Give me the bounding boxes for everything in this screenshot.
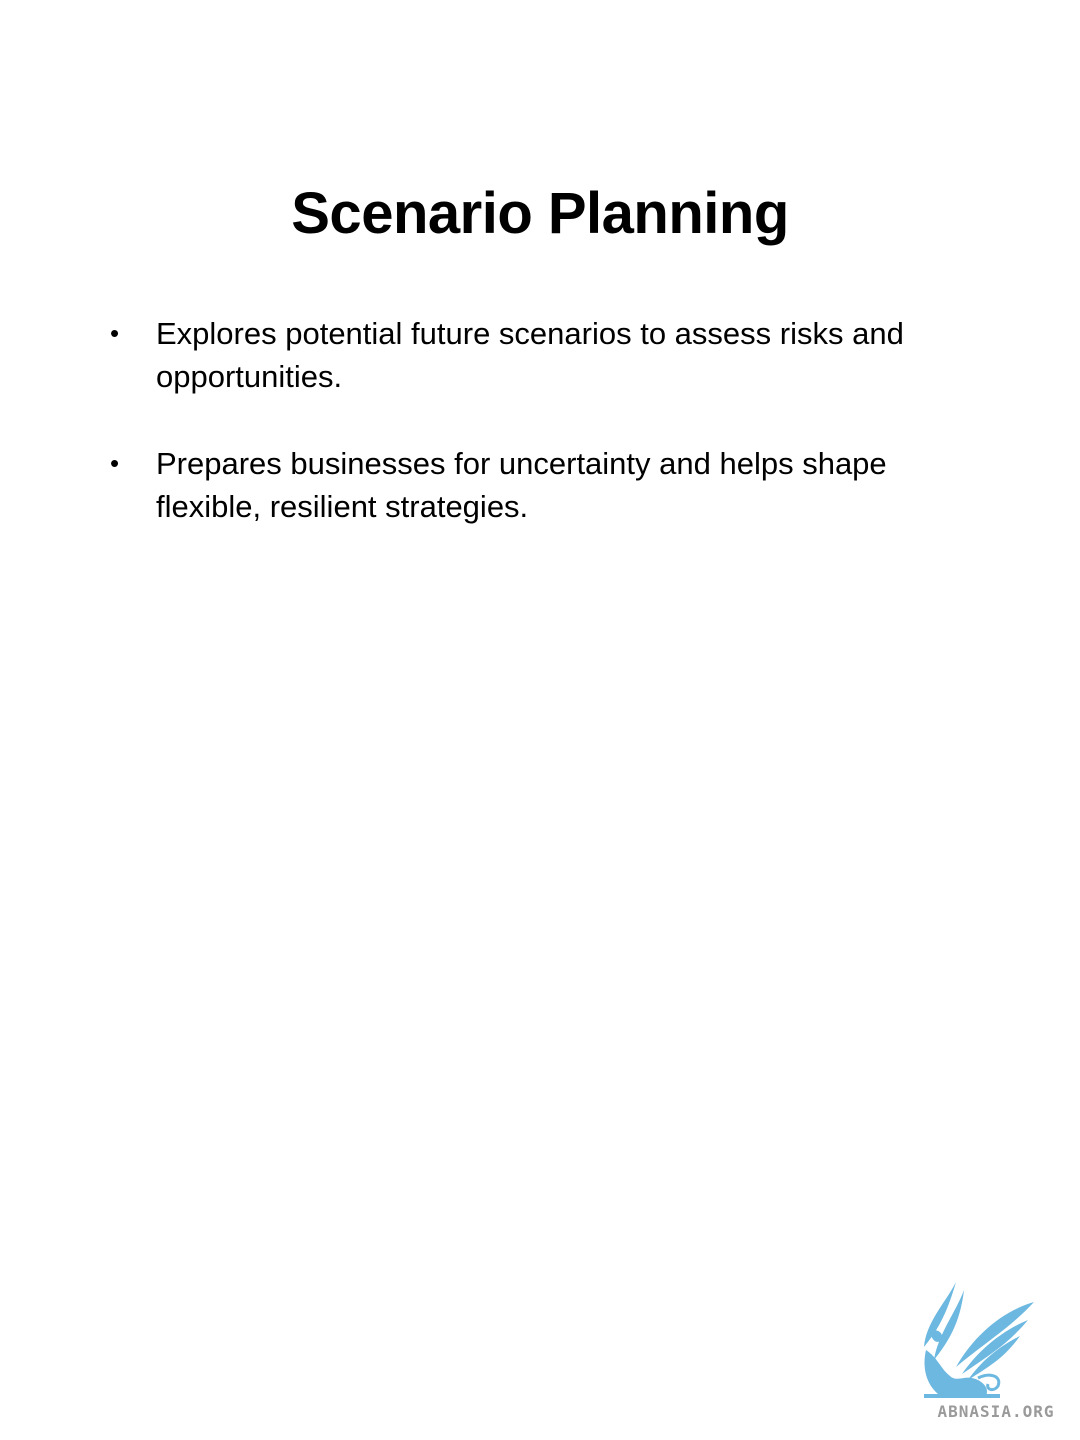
bullet-text: Prepares businesses for uncertainty and …	[156, 446, 887, 524]
bullet-icon: •	[110, 448, 120, 478]
slide-title: Scenario Planning	[291, 181, 789, 246]
bullet-text: Explores potential future scenarios to a…	[156, 316, 904, 394]
griffin-logo-icon	[924, 1282, 1034, 1398]
bullet-item: • Prepares businesses for uncertainty an…	[110, 442, 960, 528]
bullet-item: • Explores potential future scenarios to…	[110, 312, 960, 398]
logo-text: ABNASIA.ORG	[937, 1402, 1055, 1421]
abnasia-logo: ABNASIA.ORG	[916, 1272, 1076, 1430]
bullet-list: • Explores potential future scenarios to…	[110, 312, 960, 572]
bullet-icon: •	[110, 318, 120, 348]
